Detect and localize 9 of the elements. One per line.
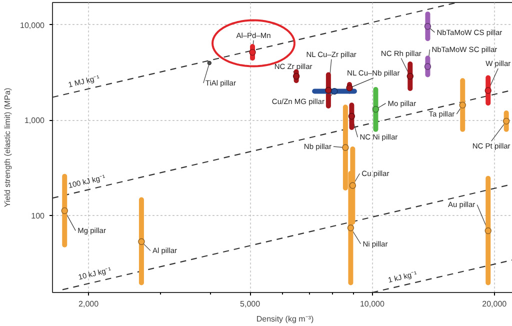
y-tick-label: 10,000 [20,20,46,30]
x-tick-label: 5,000 [240,300,261,308]
x-tick-label: 20,000 [482,300,508,308]
x-tick-label: 2,000 [78,300,100,308]
y-axis-title: Yield strength (elastic limit) (MPa) [3,88,12,208]
x-tick-label: 10,000 [360,300,386,308]
y-tick-label: 100 [31,211,46,220]
y-tick-label: 1,000 [24,116,46,126]
x-axis-title: Density (kg m⁻³) [256,314,314,324]
